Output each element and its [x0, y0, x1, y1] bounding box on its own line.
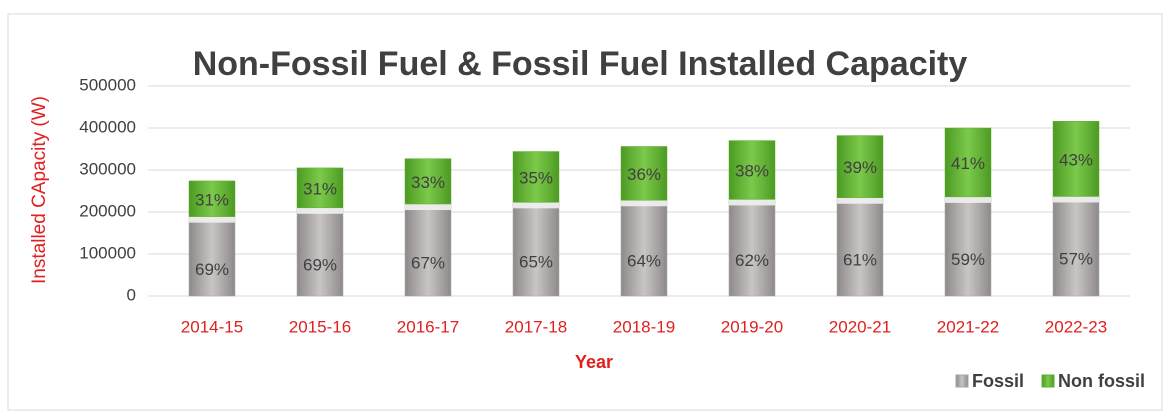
bar-segment: [836, 135, 884, 198]
y-tick-label: 300000: [79, 159, 136, 178]
bar-segment: [1052, 121, 1100, 197]
x-axis-label: Year: [575, 352, 613, 372]
data-label: 36%: [627, 165, 661, 184]
data-label: 62%: [735, 251, 769, 270]
data-label: 61%: [843, 250, 877, 269]
legend-swatch: [1041, 374, 1055, 388]
bar-segment: [512, 151, 560, 203]
bar-segment: [296, 167, 344, 209]
bar-segment: [944, 196, 992, 297]
data-label: 69%: [195, 260, 229, 279]
bar-segment: [404, 158, 452, 205]
legend-swatch: [955, 374, 969, 388]
data-label: 69%: [303, 255, 337, 274]
data-label: 31%: [303, 179, 337, 198]
data-label: 39%: [843, 158, 877, 177]
bar-cap: [405, 204, 451, 211]
bar-cap: [513, 202, 559, 209]
bar-segment: [620, 146, 668, 201]
y-tick-label: 400000: [79, 117, 136, 136]
y-axis-label: Installed CApacity (W): [29, 96, 50, 284]
bar-cap: [189, 216, 235, 223]
bar-segment: [1052, 196, 1100, 297]
x-tick-label: 2022-23: [1045, 317, 1107, 336]
x-tick-label: 2019-20: [721, 317, 783, 336]
data-label: 35%: [519, 168, 553, 187]
bar-segment: [512, 202, 560, 297]
bar-cap: [1053, 196, 1099, 203]
bar-segment: [188, 180, 236, 217]
data-label: 65%: [519, 253, 553, 272]
x-tick-label: 2017-18: [505, 317, 567, 336]
x-tick-label: 2021-22: [937, 317, 999, 336]
chart-title: Non-Fossil Fuel & Fossil Fuel Installed …: [193, 45, 968, 83]
x-tick-label: 2018-19: [613, 317, 675, 336]
data-label: 31%: [195, 190, 229, 209]
bar-cap: [837, 197, 883, 204]
bar-cap: [621, 200, 667, 207]
x-tick-label: 2020-21: [829, 317, 891, 336]
x-tick-label: 2015-16: [289, 317, 351, 336]
bar-segment: [404, 203, 452, 297]
bar-segment: [728, 140, 776, 200]
y-tick-label: 500000: [79, 75, 136, 94]
data-label: 38%: [735, 161, 769, 180]
data-label: 67%: [411, 253, 445, 272]
bar-cap: [945, 196, 991, 203]
data-label: 64%: [627, 252, 661, 271]
data-label: 41%: [951, 154, 985, 173]
bar-segment: [944, 127, 992, 198]
bar-segment: [728, 199, 776, 297]
bar-cap: [729, 199, 775, 206]
bar-segment: [188, 216, 236, 297]
bar-segment: [620, 199, 668, 297]
x-tick-label: 2016-17: [397, 317, 459, 336]
bar-cap: [297, 207, 343, 214]
data-label: 43%: [1059, 150, 1093, 169]
bar-segment: [296, 207, 344, 297]
data-label: 59%: [951, 250, 985, 269]
legend-label: Fossil: [972, 371, 1024, 391]
x-tick-label: 2014-15: [181, 317, 243, 336]
legend-label: Non fossil: [1058, 371, 1145, 391]
y-tick-label: 100000: [79, 243, 136, 262]
data-label: 33%: [411, 173, 445, 192]
y-tick-label: 200000: [79, 201, 136, 220]
y-tick-label: 0: [127, 285, 136, 304]
data-label: 57%: [1059, 250, 1093, 269]
bar-segment: [836, 197, 884, 297]
